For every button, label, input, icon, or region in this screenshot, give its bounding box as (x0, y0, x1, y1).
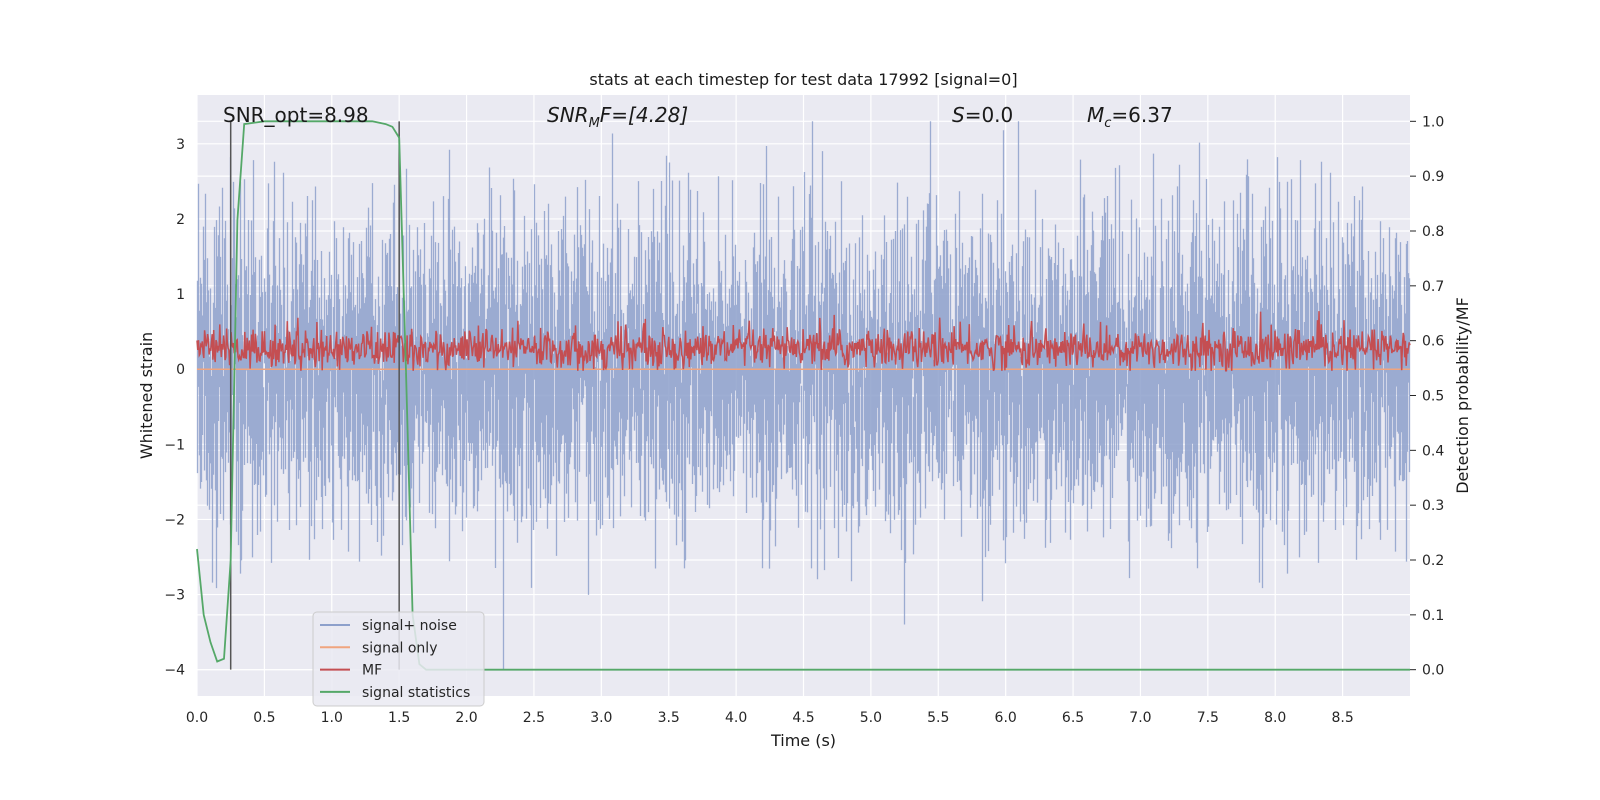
y-right-tick-label: 1.0 (1422, 114, 1444, 130)
y-axis-ticks: 3 2 1 0 −1 −2 −3 −4 (164, 137, 185, 679)
y-right-tick-label: 0.7 (1422, 279, 1444, 295)
legend-box (312, 611, 485, 707)
x-tick-label: 0.5 (253, 710, 275, 726)
x-tick-label: 3.0 (590, 710, 612, 726)
x-tick-label: 4.0 (725, 710, 747, 726)
y-axis-right-label: Detection probability/MF (1453, 297, 1472, 494)
series-signal-plus-noise (196, 121, 1411, 670)
legend: signal+ noise signal only MF signal statist… (312, 611, 485, 707)
x-tick-label: 1.5 (388, 710, 410, 726)
y-axis-right-ticks: 1.0 0.9 0.8 0.7 0.6 0.5 0.4 0.3 0.2 0.1 0.0 (1410, 114, 1444, 679)
x-tick-label: 4.5 (792, 710, 814, 726)
y-right-tick-label: 0.1 (1422, 608, 1444, 624)
legend-label: signal only (362, 640, 437, 656)
legend-label: signal+ noise (362, 618, 457, 634)
x-axis-ticks: 0.0 0.5 1.0 1.5 2.0 2.5 3.0 3.5 4.0 4.5 5.0 5.5 6.0 6… (186, 710, 1354, 726)
chart-title: stats at each timestep for test data 179… (589, 70, 1017, 89)
legend-label: signal statistics (362, 685, 470, 701)
y-tick-label: 3 (176, 137, 185, 153)
signal-statistics-line (196, 120, 1410, 671)
y-right-tick-label: 0.8 (1422, 224, 1444, 240)
x-tick-label: 8.0 (1264, 710, 1286, 726)
x-axis-label: Time (s) (770, 731, 836, 750)
y-right-tick-label: 0.3 (1422, 498, 1444, 514)
annotation-snr-opt: SNR_opt=8.98 (223, 103, 369, 127)
y-right-tick-label: 0.2 (1422, 553, 1444, 569)
y-right-tick-label: 0.6 (1422, 334, 1444, 350)
y-tick-label: −2 (164, 512, 185, 528)
x-tick-label: 3.5 (658, 710, 680, 726)
mc-rest: =6.37 (1111, 103, 1172, 127)
snr-mf-subscript: M (589, 116, 600, 131)
y-right-tick-label: 0.0 (1422, 663, 1444, 679)
x-tick-label: 5.0 (860, 710, 882, 726)
y-tick-label: −4 (164, 663, 185, 679)
signal-plus-noise-line (196, 121, 1411, 670)
y-right-tick-label: 0.9 (1422, 169, 1444, 185)
vertical-markers (229, 121, 400, 670)
snr-mf-symbol: SNR (547, 103, 589, 127)
x-tick-label: 8.5 (1331, 710, 1353, 726)
legend-label: MF (362, 663, 382, 679)
snr-mf-rest: F=[4.28] (600, 103, 688, 127)
x-tick-label: 7.0 (1129, 710, 1151, 726)
y-tick-label: 1 (176, 287, 185, 303)
annotation-mc: Mc=6.37 (1087, 103, 1173, 131)
annotation-snr-mf: SNRMF=[4.28] (547, 103, 688, 131)
y-axis-label: Whitened strain (137, 332, 156, 459)
x-tick-label: 0.0 (186, 710, 208, 726)
y-tick-label: −1 (164, 437, 185, 453)
y-tick-label: −3 (164, 588, 185, 604)
mc-subscript: c (1104, 116, 1111, 131)
x-tick-label: 6.0 (995, 710, 1017, 726)
x-tick-label: 6.5 (1062, 710, 1084, 726)
x-tick-label: 2.0 (455, 710, 477, 726)
y-right-tick-label: 0.4 (1422, 443, 1444, 459)
x-tick-label: 1.0 (321, 710, 343, 726)
x-tick-label: 7.5 (1197, 710, 1219, 726)
s-symbol: S (952, 103, 965, 127)
series-signal-statistics (196, 120, 1410, 671)
y-tick-label: 0 (176, 362, 185, 378)
annotation-s: S=0.0 (952, 103, 1013, 127)
y-right-tick-label: 0.5 (1422, 389, 1444, 405)
mc-symbol: M (1087, 103, 1104, 127)
x-tick-label: 2.5 (523, 710, 545, 726)
x-tick-label: 5.5 (927, 710, 949, 726)
y-tick-label: 2 (176, 212, 185, 228)
s-rest: =0.0 (965, 103, 1014, 127)
